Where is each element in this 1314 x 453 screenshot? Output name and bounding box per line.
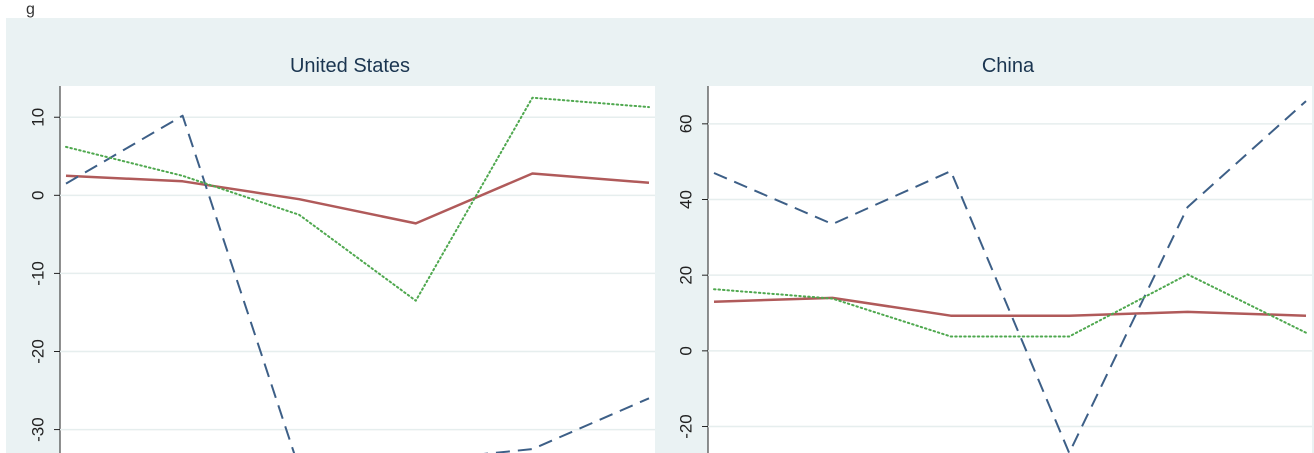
- dashed-series-line: [65, 114, 650, 453]
- solid-series-line: [713, 296, 1307, 317]
- plot-area: [708, 86, 1312, 453]
- panel-title: United States: [290, 55, 410, 77]
- panel-1: United States 10 0 -10 -20 -30: [6, 18, 658, 453]
- y-tick-label: 10: [29, 108, 48, 127]
- series-group: [65, 96, 650, 453]
- panel-title: China: [982, 55, 1035, 77]
- y-tick-label: 0: [677, 346, 696, 355]
- dotted-series-line: [713, 273, 1307, 338]
- y-tick-label: 60: [677, 114, 696, 133]
- solid-series-line: [65, 172, 650, 225]
- series-group: [713, 100, 1307, 453]
- page-fragment-text: g: [26, 1, 35, 18]
- dashed-series-line: [713, 100, 1307, 453]
- y-tick-label: 40: [677, 190, 696, 209]
- y-tick-label: -20: [29, 339, 48, 364]
- y-tick-label: -20: [677, 414, 696, 439]
- y-tick-label: 20: [677, 266, 696, 285]
- panel-2: China 60 40 20 0 -20: [658, 18, 1314, 453]
- y-tick-label: -30: [29, 417, 48, 442]
- dotted-series-line: [65, 96, 650, 302]
- y-tick-label: 0: [29, 191, 48, 200]
- y-tick-label: -10: [29, 261, 48, 286]
- plot-area: [60, 86, 655, 453]
